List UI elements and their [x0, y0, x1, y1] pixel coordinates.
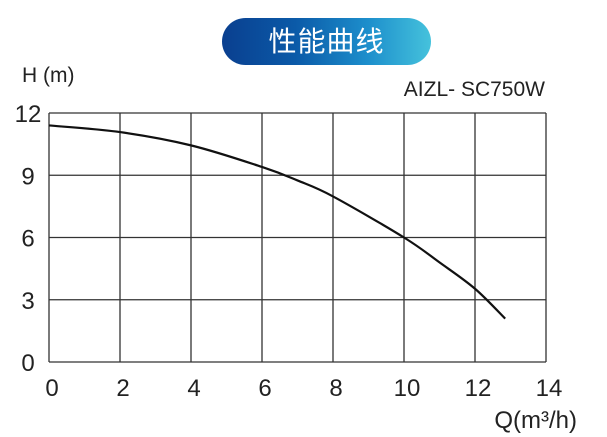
x-ticks: 0 2 4 6 8 10 12 14: [45, 375, 562, 402]
x-tick-label: 2: [116, 375, 129, 402]
x-tick-label: 6: [258, 375, 271, 402]
chart-title-badge: 性能曲线: [222, 18, 431, 65]
x-tick-label: 8: [329, 375, 342, 402]
y-tick-label: 9: [21, 163, 34, 190]
x-tick-label: 10: [394, 375, 421, 402]
y-tick-label: 0: [21, 350, 34, 377]
y-axis-label: H (m): [22, 64, 74, 87]
y-ticks: 0 3 6 9 12: [15, 101, 42, 377]
series-group: [48, 124, 506, 320]
performance-curve: [48, 124, 506, 320]
x-tick-label: 14: [536, 375, 563, 402]
x-tick-label: 12: [465, 375, 492, 402]
model-label: AIZL- SC750W: [404, 78, 545, 101]
y-tick-label: 6: [21, 226, 34, 253]
x-tick-label: 0: [45, 375, 58, 402]
x-axis-label: Q(m³/h): [494, 407, 577, 434]
x-tick-label: 4: [187, 375, 200, 402]
y-tick-label: 12: [15, 101, 42, 128]
y-tick-label: 3: [21, 288, 34, 315]
grid: [48, 112, 547, 363]
